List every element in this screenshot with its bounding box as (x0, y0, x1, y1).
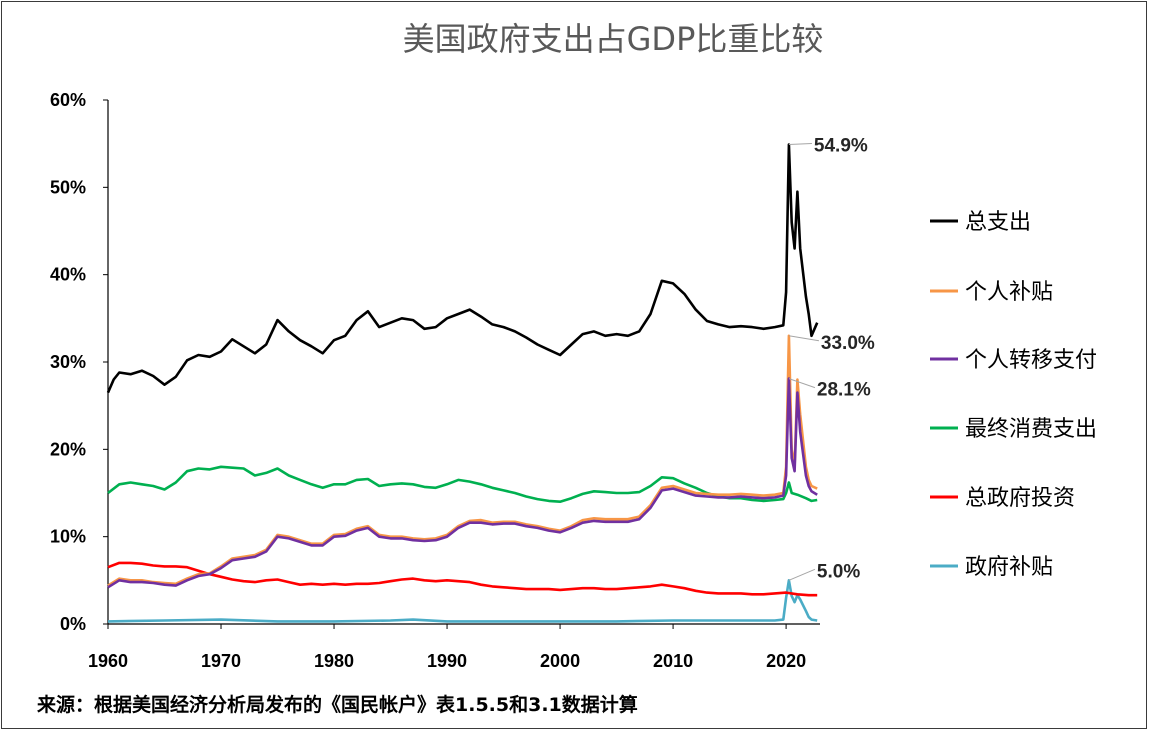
series-line-2 (107, 377, 818, 589)
x-tick-label: 2000 (540, 651, 580, 671)
series-line-3 (107, 465, 818, 503)
annotations: 54.9% 33.0% 28.1% 5.0% (788, 136, 875, 582)
y-tick-label: 60% (50, 90, 86, 110)
annotation-leader (788, 143, 812, 146)
annotation-leader (788, 568, 816, 581)
y-tick-label: 50% (50, 177, 86, 197)
y-tick-label: 0% (60, 614, 86, 634)
x-tick-label: 1980 (314, 651, 354, 671)
annotation-label: 54.9% (814, 136, 868, 157)
annotation-leader (788, 335, 820, 342)
legend-label: 总支出 (965, 210, 1031, 235)
series-lines (106, 143, 819, 623)
source-note: 来源：根据美国经济分析局发布的《国民帐户》表1.5.5和3.1数据计算 (37, 693, 638, 716)
x-tick-label: 2010 (653, 651, 693, 671)
legend-label: 总政府投资 (965, 486, 1075, 511)
x-tick-label: 1960 (88, 651, 128, 671)
annotation-leader (788, 378, 816, 389)
annotation-label: 28.1% (817, 380, 871, 401)
legend-label: 个人转移支付 (965, 348, 1097, 373)
legend-label: 个人补贴 (965, 280, 1053, 305)
series-line-1 (107, 334, 818, 587)
series-line-0 (106, 143, 819, 394)
series-line-4 (107, 561, 818, 597)
annotation-label: 33.0% (821, 333, 875, 354)
x-tick-label: 1990 (427, 651, 467, 671)
y-tick-label: 40% (50, 265, 86, 285)
x-tick-label: 1970 (201, 651, 241, 671)
annotation-label: 5.0% (817, 561, 860, 582)
y-tick-label: 20% (50, 439, 86, 459)
chart-title: 美国政府支出占GDP比重比较 (403, 20, 824, 58)
x-tick-label: 2020 (766, 651, 806, 671)
legend-label: 最终消费支出 (965, 417, 1097, 442)
series-line-5 (107, 579, 818, 623)
y-tick-label: 10% (50, 527, 86, 547)
axes: 0% 10% 20% 30% 40% 50% 60% 1960 1970 1980 1990 2000… (50, 90, 820, 671)
legend-label: 政府补贴 (965, 555, 1053, 580)
y-tick-label: 30% (50, 352, 86, 372)
